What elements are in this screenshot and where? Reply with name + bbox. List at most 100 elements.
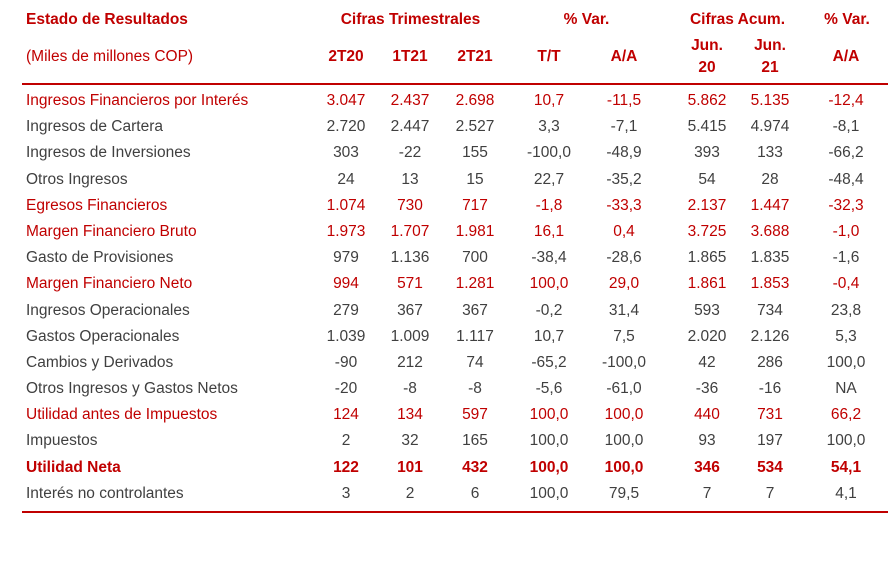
row-value: 5.862 <box>687 92 727 109</box>
row-value: 122 <box>333 458 359 476</box>
table-row: Ingresos de Inversiones 303 -22 155 -100,0 -4… <box>22 140 888 166</box>
row-label: Ingresos Operacionales <box>26 301 190 319</box>
row-value: -1,6 <box>832 249 860 267</box>
row-value: 7,5 <box>613 327 635 345</box>
row-value: 0,4 <box>613 222 635 240</box>
row-value: 534 <box>757 458 783 476</box>
row-value: -61,0 <box>606 380 642 398</box>
row-value: 66,2 <box>830 406 862 424</box>
row-value: 42 <box>698 353 716 371</box>
row-value: 28 <box>761 170 779 188</box>
row-value: -36 <box>695 380 719 398</box>
group-cifras-trimestrales: Cifras Trimestrales <box>340 11 481 28</box>
row-value: 1.009 <box>390 327 430 345</box>
row-value: -48,9 <box>606 144 642 162</box>
table-row: Interés no controlantes 3 2 6 100,0 79,5 7 7 4,1 <box>22 481 888 507</box>
row-label: Margen Financiero Bruto <box>26 222 197 240</box>
row-value: 2.437 <box>390 92 430 109</box>
row-value: 1.861 <box>687 275 727 293</box>
row-value: 1.835 <box>750 249 790 267</box>
row-value: 2.447 <box>390 118 430 136</box>
table-row: Utilidad Neta 122 101 432 100,0 100,0 346 534 54… <box>22 455 888 481</box>
row-value: 1.973 <box>326 222 366 240</box>
row-value: 2.698 <box>455 92 495 109</box>
row-value: 1.117 <box>456 327 494 345</box>
row-value: -33,3 <box>606 196 642 214</box>
row-value: 1.865 <box>687 249 727 267</box>
row-value: 100,0 <box>826 432 866 450</box>
row-value: 197 <box>757 432 783 450</box>
row-value: 1.447 <box>750 196 790 214</box>
table-title: Estado de Resultados <box>26 11 188 28</box>
group-cifras-acum: Cifras Acum. <box>689 11 786 28</box>
row-value: 979 <box>333 249 359 267</box>
row-value: 1.039 <box>326 327 366 345</box>
table-row: Gastos Operacionales 1.039 1.009 1.117 10,7 7… <box>22 324 888 350</box>
table-row: Impuestos 2 32 165 100,0 100,0 93 197 100,0 <box>22 428 888 454</box>
table-row: Margen Financiero Neto 994 571 1.281 100,0 29… <box>22 271 888 297</box>
row-label: Otros Ingresos <box>26 170 128 188</box>
row-value: 593 <box>694 301 720 319</box>
table-row: Otros Ingresos 24 13 15 22,7 -35,2 54 28 -48,4 <box>22 167 888 193</box>
row-value: 3 <box>341 484 351 502</box>
row-value: 730 <box>397 196 423 214</box>
row-value: -8,1 <box>832 118 860 136</box>
row-value: 2.126 <box>750 327 790 345</box>
row-value: 100,0 <box>826 353 866 371</box>
table-row: Otros Ingresos y Gastos Netos -20 -8 -8 -5,6… <box>22 376 888 402</box>
row-value: -66,2 <box>828 144 864 162</box>
row-value: 10,7 <box>533 92 565 109</box>
row-value: 2.527 <box>455 118 495 136</box>
row-value: 31,4 <box>608 301 640 319</box>
row-value: 286 <box>757 353 783 371</box>
row-value: 100,0 <box>529 432 569 450</box>
row-value: 54 <box>698 170 716 188</box>
row-value: 13 <box>401 170 419 188</box>
row-value: 100,0 <box>604 458 644 476</box>
row-value: 367 <box>397 301 423 319</box>
row-value: 100,0 <box>529 458 569 476</box>
row-value: 32 <box>401 432 419 450</box>
row-value: -48,4 <box>828 170 864 188</box>
table-row: Gasto de Provisiones 979 1.136 700 -38,4 -28,… <box>22 245 888 271</box>
col-header-1t21: 1T21 <box>392 48 428 65</box>
row-value: 5,3 <box>835 327 857 345</box>
row-value: 440 <box>694 406 720 424</box>
row-value: 155 <box>462 144 488 162</box>
row-value: -11,5 <box>606 92 642 109</box>
row-value: -38,4 <box>531 249 567 267</box>
row-value: -32,3 <box>828 196 864 214</box>
row-value: -12,4 <box>828 92 864 109</box>
row-value: 22,7 <box>533 170 565 188</box>
row-value: 10,7 <box>533 327 565 345</box>
row-value: 700 <box>462 249 488 267</box>
row-value: 101 <box>397 458 423 476</box>
row-value: 100,0 <box>604 406 644 424</box>
row-value: -35,2 <box>606 170 642 188</box>
row-value: -7,1 <box>610 118 638 136</box>
row-value: -5,6 <box>535 380 563 398</box>
row-value: 1.074 <box>326 196 366 214</box>
row-value: -8 <box>468 380 482 398</box>
row-value: -8 <box>403 380 417 398</box>
row-value: 4,1 <box>835 484 857 502</box>
table-bottom-rule <box>22 511 888 513</box>
col-header-jun20-line1: Jun. <box>691 37 723 54</box>
row-value: 16,1 <box>533 222 565 240</box>
table-row: Egresos Financieros 1.074 730 717 -1,8 -33,3 2… <box>22 193 888 219</box>
row-value: 731 <box>757 406 783 424</box>
row-value: -90 <box>334 353 358 371</box>
col-header-aa: A/A <box>610 48 638 65</box>
row-value: 29,0 <box>608 275 640 293</box>
row-value: 1.136 <box>390 249 430 267</box>
table-body: Ingresos Financieros por Interés 3.047 2.4… <box>22 85 888 507</box>
row-value: -16 <box>758 380 782 398</box>
table-row: Ingresos Financieros por Interés 3.047 2.4… <box>22 88 888 114</box>
row-value: 212 <box>397 353 423 371</box>
row-value: 1.281 <box>455 275 495 293</box>
table-row: Ingresos de Cartera 2.720 2.447 2.527 3,3 -7,… <box>22 114 888 140</box>
row-value: 100,0 <box>529 484 569 502</box>
row-value: 54,1 <box>830 458 862 476</box>
row-value: -65,2 <box>531 353 567 371</box>
row-label: Egresos Financieros <box>26 196 168 214</box>
